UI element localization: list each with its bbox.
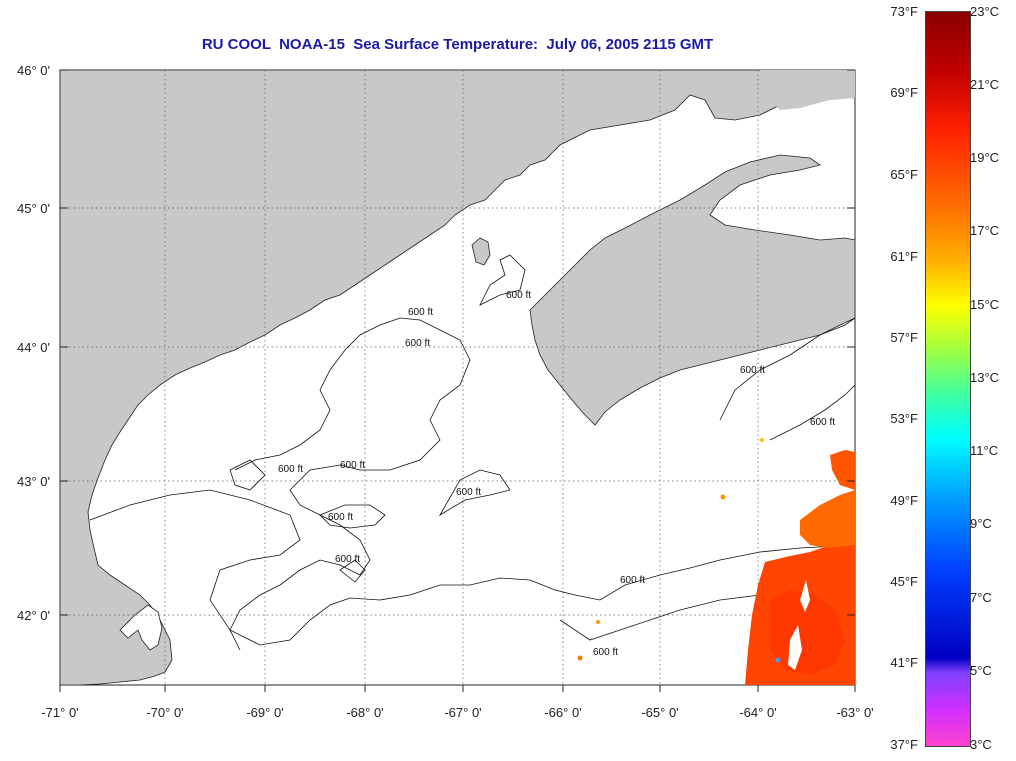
- isobath-label: 600 ft: [456, 487, 481, 498]
- lon-label: -69° 0': [246, 705, 284, 720]
- isobath-label: 600 ft: [340, 460, 365, 471]
- colorbar-c-label: 13°C: [970, 370, 1000, 385]
- colorbar-c-label: 17°C: [970, 223, 1000, 238]
- temperature-colorbar: [925, 11, 971, 747]
- colorbar-f-label: 73°F: [890, 4, 918, 19]
- lon-label: -71° 0': [41, 705, 79, 720]
- colorbar-f-label: 37°F: [890, 737, 918, 752]
- land-northeast: [760, 70, 855, 110]
- colorbar-c-label: 5°C: [970, 663, 992, 678]
- colorbar-c-label: 9°C: [970, 516, 992, 531]
- lat-label: 46° 0': [17, 63, 50, 78]
- lon-label: -66° 0': [544, 705, 582, 720]
- colorbar-c-label: 15°C: [970, 297, 1000, 312]
- land-nova-scotia: [529, 154, 856, 426]
- colorbar-c-label: 19°C: [970, 150, 1000, 165]
- colorbar-f-label: 57°F: [890, 330, 918, 345]
- lat-label: 45° 0': [17, 201, 50, 216]
- land-mainland: [59, 69, 856, 686]
- isobath-label: 600 ft: [335, 554, 360, 565]
- isobath-labels: 600 ft 600 ft 600 ft 600 ft 600 ft 600 f…: [278, 290, 835, 658]
- colorbar-f-label: 69°F: [890, 85, 918, 100]
- lat-label: 42° 0': [17, 608, 50, 623]
- isobath-label: 600 ft: [810, 417, 835, 428]
- isobath-label: 600 ft: [278, 464, 303, 475]
- colorbar-f-label: 61°F: [890, 249, 918, 264]
- lat-label: 44° 0': [17, 340, 50, 355]
- isobath-contours: [89, 254, 856, 651]
- lon-label: -63° 0': [836, 705, 874, 720]
- colorbar-c-label: 23°C: [970, 4, 1000, 19]
- isobath-label: 600 ft: [408, 307, 433, 318]
- colorbar-f-label: 45°F: [890, 574, 918, 589]
- colorbar-f-label: 49°F: [890, 493, 918, 508]
- colorbar-c-label: 11°C: [970, 443, 999, 458]
- lon-label: -70° 0': [146, 705, 184, 720]
- isobath-label: 600 ft: [620, 575, 645, 586]
- colorbar-f-label: 41°F: [890, 655, 918, 670]
- colorbar-c-label: 21°C: [970, 77, 1000, 92]
- lon-label: -67° 0': [444, 705, 482, 720]
- grand-manan-island: [471, 237, 491, 266]
- sst-data-patch: [577, 438, 855, 685]
- lon-label: -64° 0': [739, 705, 777, 720]
- cape-cod: [119, 604, 163, 651]
- isobath-label: 600 ft: [593, 647, 618, 658]
- isobath-label: 600 ft: [405, 338, 430, 349]
- isobath-label: 600 ft: [328, 512, 353, 523]
- axis-ticks: [59, 69, 856, 692]
- lat-label: 43° 0': [17, 474, 50, 489]
- isobath-label: 600 ft: [740, 365, 765, 376]
- lon-label: -65° 0': [641, 705, 679, 720]
- map-title: RU COOL NOAA-15 Sea Surface Temperature:…: [201, 36, 714, 53]
- isobath-label: 600 ft: [506, 290, 531, 301]
- colorbar-f-label: 65°F: [890, 167, 918, 182]
- lon-label: -68° 0': [346, 705, 384, 720]
- colorbar-c-label: 3°C: [970, 737, 992, 752]
- colorbar-c-label: 7°C: [970, 590, 992, 605]
- colorbar-f-label: 53°F: [890, 411, 918, 426]
